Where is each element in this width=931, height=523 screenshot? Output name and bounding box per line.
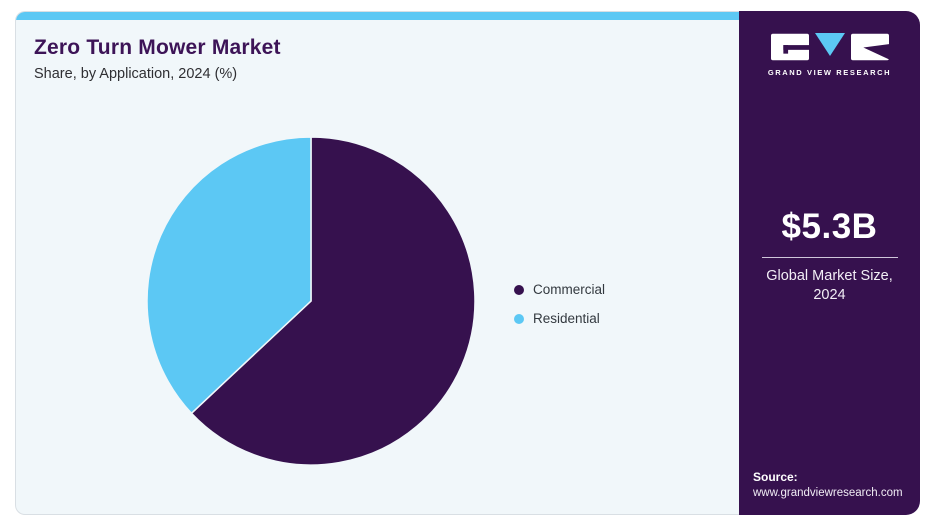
chart-legend: Commercial Residential: [514, 282, 605, 340]
logo-r-glyph: [850, 33, 889, 61]
pie-chart-container: [143, 133, 479, 469]
legend-label: Commercial: [533, 282, 606, 297]
accent-top-bar: [16, 12, 739, 20]
legend-swatch-commercial: [514, 284, 524, 295]
logo-v-glyph: [814, 33, 845, 56]
legend-item-commercial: Commercial: [514, 282, 605, 297]
legend-item-residential: Residential: [514, 311, 605, 326]
source-url[interactable]: www.grandviewresearch.com: [753, 487, 903, 499]
chart-header: Zero Turn Mower Market Share, by Applica…: [34, 36, 281, 82]
source-label: Source:: [753, 470, 798, 484]
market-size-label: Global Market Size, 2024: [766, 268, 893, 303]
chart-title: Zero Turn Mower Market: [34, 36, 281, 59]
pie-chart: [146, 136, 476, 466]
chart-subtitle: Share, by Application, 2024 (%): [34, 66, 238, 82]
pie-slice-residential: [146, 136, 312, 415]
divider: [761, 257, 898, 258]
chart-panel: Zero Turn Mower Market Share, by Applica…: [15, 11, 739, 515]
gvr-logo-icon: [739, 33, 920, 63]
logo-g-glyph: [770, 33, 809, 61]
market-size-block: $5.3B Global Market Size, 2024: [739, 207, 920, 305]
brand-sidebar: GRAND VIEW RESEARCH $5.3B Global Market …: [739, 11, 920, 515]
legend-label: Residential: [533, 311, 600, 326]
legend-swatch-residential: [514, 313, 524, 324]
infographic-card: Zero Turn Mower Market Share, by Applica…: [15, 11, 920, 515]
market-size-value: $5.3B: [781, 207, 878, 246]
gvr-logo-text: GRAND VIEW RESEARCH: [767, 68, 892, 77]
source-block: Source: www.grandviewresearch.com: [753, 470, 903, 499]
gvr-logo: GRAND VIEW RESEARCH: [739, 33, 920, 77]
pie-slice-commercial: [190, 136, 476, 466]
